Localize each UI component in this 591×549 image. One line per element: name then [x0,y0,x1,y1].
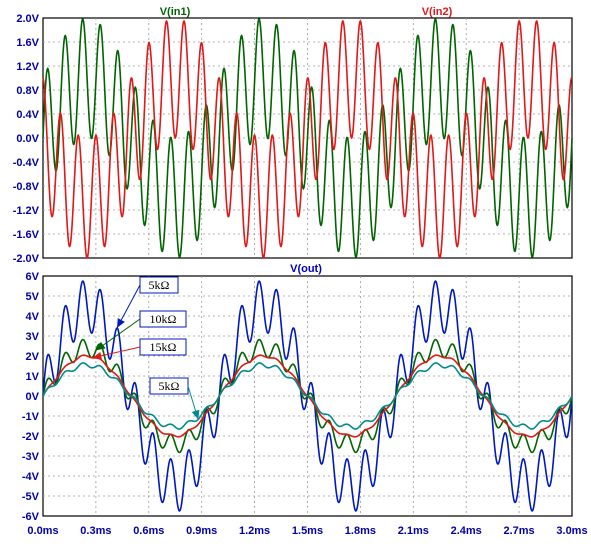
x-tick-label: 3.0ms [556,525,587,537]
bot-y-tick-label: -6V [22,511,40,523]
x-tick-label: 1.5ms [292,525,323,537]
top-y-tick-label: -1.2V [13,205,40,217]
top-y-tick-label: 0.4V [16,109,39,121]
annotation-label: 5kΩ [149,278,170,292]
top-series-line-0 [42,18,573,258]
top-y-tick-labels: 2.0V 1.6V 1.2V 0.8V 0.4V 0.0V -0.4V -0.8V -1.2V -… [13,13,40,265]
annotation-arrow [95,318,141,351]
bottom-series-group [42,280,573,512]
x-tick-labels: 0.0ms 0.3ms 0.6ms 0.9ms 1.2ms 1.5ms 1.8ms 2.1ms… [27,525,587,537]
vout-title: V(out) [290,263,322,275]
bot-y-tick-label: 0V [26,391,40,403]
annotation-arrowhead [92,351,103,360]
x-tick-label: 2.4ms [451,525,482,537]
top-y-tick-label: 2.0V [16,13,39,25]
top-y-tick-label: -0.4V [13,157,40,169]
x-tick-label: 0.0ms [27,525,58,537]
top-y-tick-label: -1.6V [13,229,40,241]
bot-y-tick-label: -3V [22,451,40,463]
bottom-y-tick-labels: 6V 5V 4V 3V 2V 1V 0V -1V -2V -3V -4V -5V -6V [22,271,40,523]
bot-y-tick-label: 4V [26,311,40,323]
top-series-group [42,18,573,259]
top-y-tick-label: 0.8V [16,85,39,97]
bot-y-tick-label: 5V [26,291,40,303]
annotation-label: 10kΩ [150,312,177,326]
annotation-arrowhead [95,341,106,351]
annotation-arrowhead [117,318,125,328]
x-tick-label: 0.3ms [80,525,111,537]
x-tick-label: 1.8ms [345,525,376,537]
input-voltage-panel: 2.0V 1.6V 1.2V 0.8V 0.4V 0.0V -0.4V -0.8V -1.2V -… [13,6,573,265]
x-tick-label: 2.7ms [503,525,534,537]
resistance-annotations: 5kΩ 10kΩ 15kΩ 5kΩ [92,276,200,420]
top-y-tick-label: 0.0V [16,133,39,145]
bot-y-tick-label: -4V [22,471,40,483]
x-tick-label: 0.6ms [133,525,164,537]
annotation-arrowhead [191,409,200,420]
bot-y-tick-label: -5V [22,491,40,503]
x-tick-label: 1.2ms [239,525,270,537]
top-series-line-1 [42,20,573,259]
legend-label-vin1: V(in1) [160,6,191,18]
bot-series-line-3 [42,362,573,430]
bot-y-tick-label: 6V [26,271,40,283]
top-y-tick-label: 1.2V [16,61,39,73]
x-tick-label: 0.9ms [186,525,217,537]
top-y-tick-label: -0.8V [13,181,40,193]
top-y-tick-label: -2.0V [13,253,40,265]
x-tick-label: 2.1ms [398,525,429,537]
bot-y-tick-label: 1V [26,371,40,383]
bot-y-tick-label: -1V [22,411,40,423]
bot-y-tick-label: -2V [22,431,40,443]
annotation-label: 15kΩ [150,340,177,354]
legend-label-vin2: V(in2) [422,6,453,18]
bot-y-tick-label: 3V [26,331,40,343]
top-y-tick-label: 1.6V [16,37,39,49]
bot-y-tick-label: 2V [26,351,40,363]
annotation-label: 5kΩ [159,379,180,393]
